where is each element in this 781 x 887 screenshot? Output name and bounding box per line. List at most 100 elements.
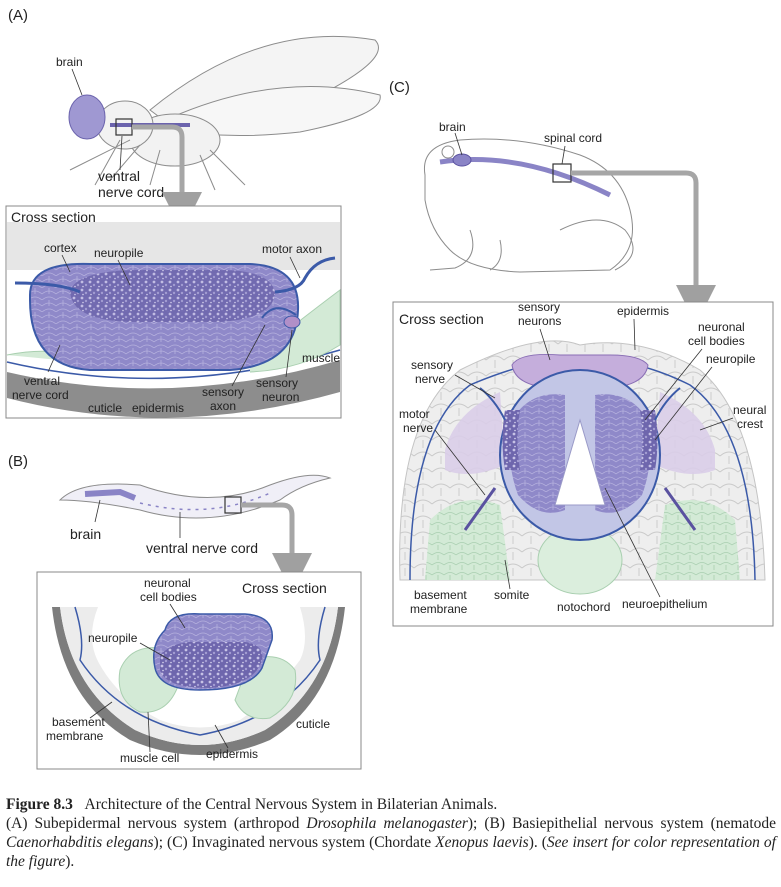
caption-a-suffix: ); bbox=[467, 815, 485, 832]
label-c-spinal-cord: spinal cord bbox=[544, 131, 602, 145]
figure-caption: Figure 8.3 Architecture of the Central N… bbox=[6, 795, 776, 871]
c-neuronal-leader bbox=[644, 348, 703, 421]
caption-body: (A) Subepidermal nervous system (arthrop… bbox=[6, 814, 776, 871]
label-c-neural-crest-1: neural bbox=[733, 403, 766, 417]
label-c-neuronal-1: neuronal bbox=[698, 320, 745, 334]
c-neuroepithelium-leader bbox=[604, 487, 661, 598]
arrow-a bbox=[132, 124, 202, 232]
label-b-neuronal-1: neuronal bbox=[144, 576, 191, 590]
caption-c-suffix: ). ( bbox=[528, 834, 547, 851]
c-neural-crest-leader bbox=[699, 417, 734, 431]
label-c-neuronal-2: cell bodies bbox=[688, 334, 745, 348]
caption-c-species: Xenopus laevis bbox=[435, 834, 529, 851]
cross-section-b bbox=[52, 606, 345, 755]
b-neuropile-leader bbox=[139, 642, 171, 661]
b-basement-leader bbox=[89, 701, 113, 719]
b-epidermis-leader bbox=[214, 724, 229, 749]
caption-title-line: Figure 8.3 Architecture of the Central N… bbox=[6, 795, 776, 814]
cross-section-c bbox=[399, 340, 766, 595]
vnc-leader-a bbox=[119, 135, 123, 171]
motor-axon-leader bbox=[289, 256, 301, 279]
label-c-basement-1: basement bbox=[414, 588, 467, 602]
panel-b-letter: (B) bbox=[8, 453, 28, 470]
vnc-bottom-leader bbox=[47, 344, 61, 373]
caption-b-prefix: (B) Basiepithelial nervous system (nemat… bbox=[484, 815, 776, 832]
label-a-sensory-neuron-1: sensory bbox=[256, 376, 298, 390]
caption-figure-number: Figure 8.3 bbox=[6, 796, 73, 813]
arrow-c bbox=[571, 170, 716, 325]
c-somite-leader bbox=[504, 559, 511, 590]
label-c-motor-nerve-1: motor bbox=[399, 407, 430, 421]
label-c-epidermis: epidermis bbox=[617, 304, 669, 318]
fly-illustration bbox=[68, 35, 381, 191]
label-a-neuropile: neuropile bbox=[94, 246, 144, 260]
label-b-basement-2: membrane bbox=[46, 729, 104, 743]
worm-brain-leader bbox=[94, 499, 101, 523]
label-a-sensory-axon-2: axon bbox=[210, 399, 236, 413]
label-c-somite: somite bbox=[494, 588, 530, 602]
label-b-cross-section: Cross section bbox=[242, 580, 327, 596]
caption-a-species: Drosophila melanogaster bbox=[306, 815, 468, 832]
label-c-basement-2: membrane bbox=[410, 602, 468, 616]
label-b-neuropile: neuropile bbox=[88, 631, 138, 645]
label-b-neuronal-2: cell bodies bbox=[140, 590, 197, 604]
brain-leader-a bbox=[71, 68, 83, 96]
label-c-sensory-nerve-2: nerve bbox=[415, 372, 445, 386]
caption-see-insert: See insert for color representation of t… bbox=[6, 834, 776, 870]
label-a-vnc-2: nerve cord bbox=[98, 184, 164, 200]
label-b-cuticle: cuticle bbox=[296, 717, 330, 731]
label-b-muscle-cell: muscle cell bbox=[120, 751, 179, 765]
panel-c-letter: (C) bbox=[389, 79, 410, 96]
b-muscle-leader bbox=[147, 711, 151, 753]
label-b-basement-1: basement bbox=[52, 715, 105, 729]
label-c-notochord: notochord bbox=[557, 600, 610, 614]
cross-section-a bbox=[6, 222, 341, 418]
label-a-motor-axon: motor axon bbox=[262, 242, 322, 256]
label-b-vnc: ventral nerve cord bbox=[146, 540, 258, 556]
label-a-sensory-axon-1: sensory bbox=[202, 385, 244, 399]
label-a-brain: brain bbox=[56, 55, 83, 69]
label-c-brain: brain bbox=[439, 120, 466, 134]
c-sensory-nerve-leader bbox=[454, 374, 496, 399]
label-a-cortex: cortex bbox=[44, 241, 77, 255]
panel-a-letter: (A) bbox=[8, 7, 28, 24]
label-b-brain: brain bbox=[70, 526, 101, 542]
caption-c-prefix: (C) Invaginated nervous system (Chordate bbox=[167, 834, 436, 851]
arrow-b bbox=[241, 502, 312, 593]
label-c-cross-section: Cross section bbox=[399, 311, 484, 327]
frog-brain-leader bbox=[454, 132, 463, 156]
label-a-muscle: muscle bbox=[302, 351, 340, 365]
label-c-motor-nerve-2: nerve bbox=[403, 421, 433, 435]
label-c-neuropile: neuropile bbox=[706, 352, 756, 366]
label-a-sensory-neuron-2: neuron bbox=[262, 390, 299, 404]
label-a-cross-section: Cross section bbox=[11, 209, 96, 225]
caption-b-suffix: ); bbox=[153, 834, 168, 851]
sensory-axon-leader bbox=[231, 324, 266, 387]
label-c-sensory-neurons-1: sensory bbox=[518, 300, 560, 314]
b-neuronal-leader bbox=[169, 603, 186, 629]
label-b-epidermis: epidermis bbox=[206, 747, 258, 761]
label-c-sensory-neurons-2: neurons bbox=[518, 314, 561, 328]
caption-a-prefix: (A) Subepidermal nervous system (arthrop… bbox=[6, 815, 307, 832]
caption-b-species: Caenorhabditis elegans bbox=[6, 834, 154, 851]
caption-end: ). bbox=[65, 853, 75, 870]
sensory-neuron-leader bbox=[285, 329, 293, 378]
c-sensory-neurons-leader bbox=[539, 328, 551, 361]
label-a-cuticle: cuticle bbox=[88, 401, 122, 415]
label-a-vnc-bottom-1: ventral bbox=[24, 374, 60, 388]
label-c-sensory-nerve-1: sensory bbox=[411, 358, 453, 372]
worm-illustration bbox=[58, 474, 332, 519]
c-epidermis-leader bbox=[633, 318, 636, 351]
label-c-neural-crest-2: crest bbox=[737, 417, 764, 431]
label-a-vnc-1: ventral bbox=[98, 168, 140, 184]
frog-illustration bbox=[423, 138, 634, 273]
label-a-epidermis: epidermis bbox=[132, 401, 184, 415]
cortex-leader bbox=[61, 254, 71, 273]
caption-title: Architecture of the Central Nervous Syst… bbox=[84, 796, 498, 813]
c-neuropile-leader bbox=[654, 366, 713, 441]
c-motor-nerve-leader bbox=[434, 429, 486, 496]
neuropile-leader-a bbox=[117, 259, 131, 286]
label-a-vnc-bottom-2: nerve cord bbox=[12, 388, 69, 402]
label-c-neuroepithelium: neuroepithelium bbox=[622, 597, 707, 611]
